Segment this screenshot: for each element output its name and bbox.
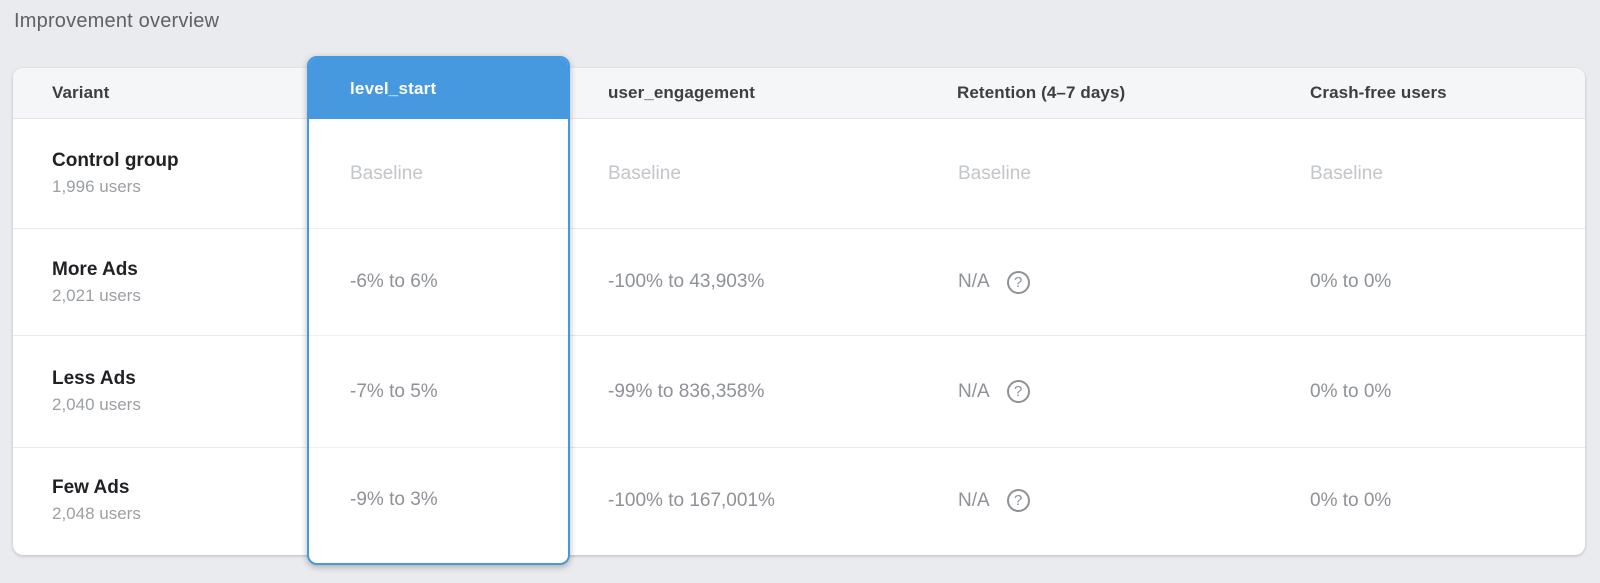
retention-cell: N/A ? (920, 229, 1270, 335)
variant-cell: More Ads 2,021 users (13, 229, 307, 335)
retention-value: Baseline (958, 162, 1031, 184)
help-icon[interactable]: ? (1006, 489, 1030, 512)
table-row-more-ads: More Ads 2,021 users -100% to 43,903% N/… (13, 228, 1585, 335)
variant-user-count: 1,996 users (52, 177, 141, 196)
retention-cell: N/A ? (920, 448, 1270, 553)
retention-value: N/A (958, 271, 990, 292)
help-icon[interactable]: ? (1006, 380, 1030, 403)
table-row-few-ads: Few Ads 2,048 users -100% to 167,001% N/… (13, 447, 1585, 553)
retention-value: N/A (958, 489, 990, 511)
retention-value: N/A (958, 380, 990, 402)
table-header-row: Variant user_engagement Retention (4–7 d… (13, 68, 1585, 119)
variant-user-count: 2,048 users (52, 504, 141, 523)
column-header-user-engagement[interactable]: user_engagement (608, 83, 755, 102)
level-start-value: -6% to 6% (309, 228, 568, 335)
crash-free-cell: 0% to 0% (1310, 489, 1392, 511)
variant-user-count: 2,040 users (52, 395, 141, 414)
variant-user-count: 2,021 users (52, 285, 141, 305)
variant-name: Control group (52, 150, 179, 171)
table-row-control-group: Control group 1,996 users Baseline Basel… (13, 119, 1585, 228)
help-icon[interactable]: ? (1006, 270, 1030, 294)
column-header-retention[interactable]: Retention (4–7 days) (957, 83, 1126, 102)
user-engagement-cell: Baseline (608, 162, 681, 184)
crash-free-cell: 0% to 0% (1310, 380, 1392, 402)
user-engagement-cell: -100% to 167,001% (608, 489, 775, 511)
level-start-value: -7% to 5% (309, 335, 568, 447)
variant-cell: Control group 1,996 users (13, 119, 307, 228)
variant-cell: Few Ads 2,048 users (13, 448, 307, 553)
variant-name: Less Ads (52, 368, 136, 389)
retention-cell: Baseline (920, 119, 1270, 228)
table-row-less-ads: Less Ads 2,040 users -99% to 836,358% N/… (13, 335, 1585, 447)
page-title: Improvement overview (14, 10, 220, 32)
column-header-variant: Variant (52, 83, 110, 102)
variant-name: More Ads (52, 258, 138, 280)
selected-metric-column-card: level_start Baseline -6% to 6% -7% to 5%… (307, 56, 570, 565)
level-start-value: -9% to 3% (309, 447, 568, 563)
improvement-overview-table: Variant user_engagement Retention (4–7 d… (13, 68, 1585, 555)
crash-free-cell: 0% to 0% (1310, 271, 1392, 292)
metric-card-header-level-start[interactable]: level_start (309, 58, 568, 119)
user-engagement-cell: -100% to 43,903% (608, 271, 765, 292)
retention-cell: N/A ? (920, 336, 1270, 447)
crash-free-cell: Baseline (1310, 162, 1383, 184)
column-header-crash-free-users[interactable]: Crash-free users (1310, 83, 1447, 102)
variant-cell: Less Ads 2,040 users (13, 336, 307, 447)
variant-name: Few Ads (52, 477, 130, 498)
user-engagement-cell: -99% to 836,358% (608, 380, 765, 402)
level-start-value: Baseline (350, 162, 423, 184)
